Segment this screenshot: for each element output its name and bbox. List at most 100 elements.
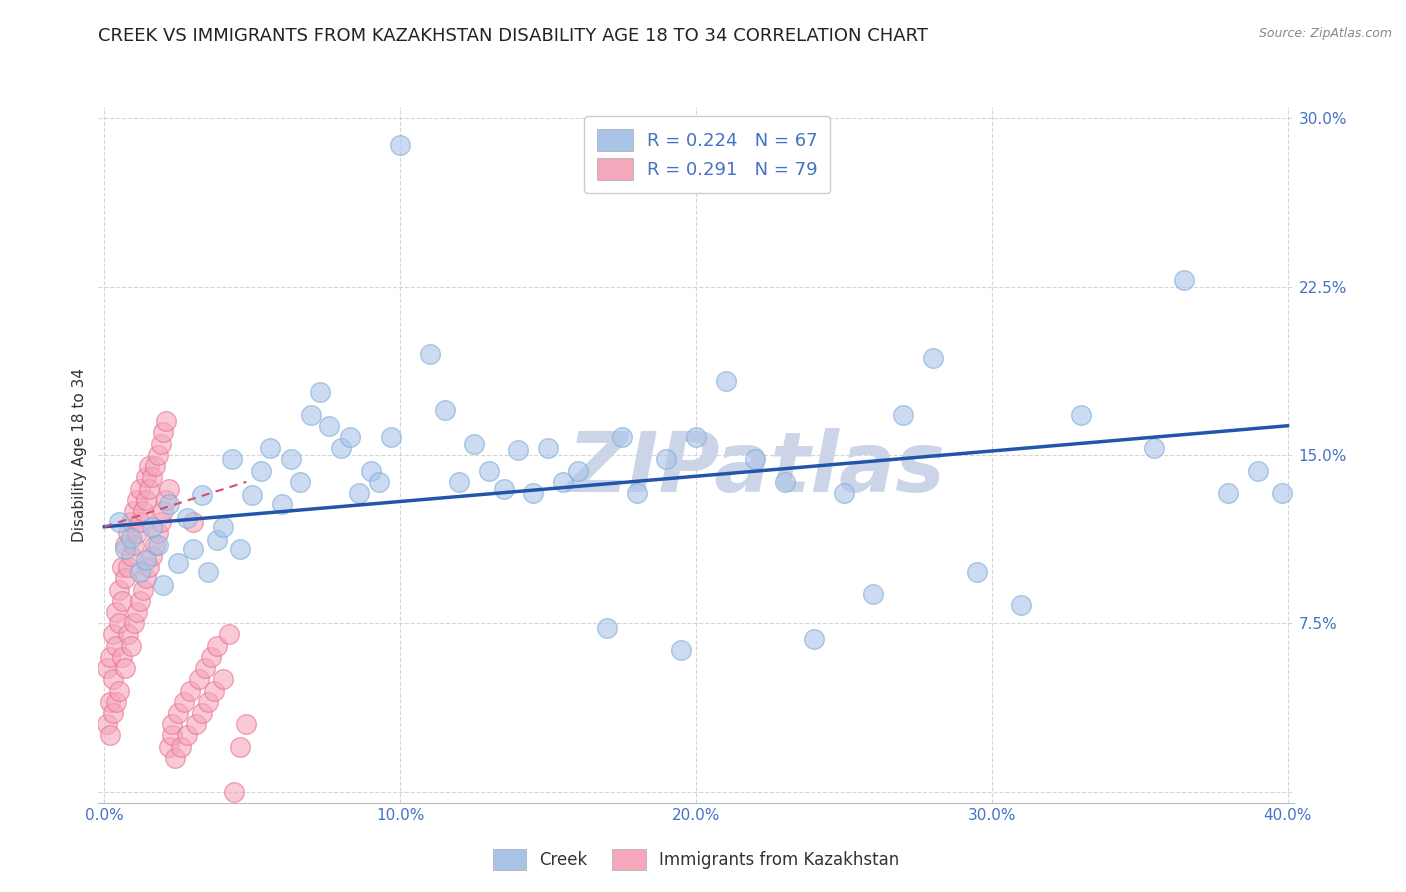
Point — [117, 627, 139, 641]
Point — [551, 475, 574, 489]
Point — [152, 578, 174, 592]
Point — [522, 486, 544, 500]
Point — [138, 482, 160, 496]
Point — [966, 565, 988, 579]
Point — [1143, 441, 1166, 455]
Point — [111, 649, 134, 664]
Point — [96, 717, 118, 731]
Point — [280, 452, 302, 467]
Point — [229, 542, 252, 557]
Point — [103, 706, 125, 720]
Point — [157, 739, 180, 754]
Point — [669, 643, 692, 657]
Point — [149, 515, 172, 529]
Point — [347, 486, 370, 500]
Point — [108, 515, 131, 529]
Point — [205, 639, 228, 653]
Point — [105, 695, 128, 709]
Point — [181, 542, 204, 557]
Point — [318, 418, 340, 433]
Point — [128, 594, 150, 608]
Point — [596, 621, 619, 635]
Point — [250, 464, 273, 478]
Point — [862, 587, 884, 601]
Point — [141, 549, 163, 563]
Point — [111, 594, 134, 608]
Point — [288, 475, 311, 489]
Point — [149, 436, 172, 450]
Point — [259, 441, 281, 455]
Point — [152, 425, 174, 440]
Point — [537, 441, 560, 455]
Point — [773, 475, 796, 489]
Point — [155, 414, 177, 428]
Point — [463, 436, 485, 450]
Point — [1070, 408, 1092, 422]
Point — [117, 526, 139, 541]
Point — [98, 695, 121, 709]
Point — [111, 560, 134, 574]
Point — [122, 616, 145, 631]
Point — [108, 683, 131, 698]
Point — [105, 605, 128, 619]
Point — [380, 430, 402, 444]
Point — [188, 673, 211, 687]
Point — [610, 430, 633, 444]
Point — [170, 739, 193, 754]
Point — [1247, 464, 1270, 478]
Point — [120, 639, 142, 653]
Point — [114, 571, 136, 585]
Point — [224, 784, 246, 798]
Point — [832, 486, 855, 500]
Point — [141, 520, 163, 534]
Point — [309, 385, 332, 400]
Point — [433, 403, 456, 417]
Point — [122, 538, 145, 552]
Point — [191, 488, 214, 502]
Point — [135, 553, 157, 567]
Point — [117, 560, 139, 574]
Point — [176, 510, 198, 524]
Point — [146, 526, 169, 541]
Point — [132, 582, 155, 597]
Point — [132, 504, 155, 518]
Point — [270, 497, 292, 511]
Point — [108, 616, 131, 631]
Point — [135, 571, 157, 585]
Y-axis label: Disability Age 18 to 34: Disability Age 18 to 34 — [72, 368, 87, 542]
Point — [103, 673, 125, 687]
Point — [146, 448, 169, 462]
Point — [197, 695, 219, 709]
Point — [419, 347, 441, 361]
Point — [197, 565, 219, 579]
Point — [179, 683, 201, 698]
Point — [143, 459, 166, 474]
Point — [143, 538, 166, 552]
Point — [368, 475, 391, 489]
Point — [714, 374, 737, 388]
Point — [167, 556, 190, 570]
Point — [191, 706, 214, 720]
Point — [744, 452, 766, 467]
Point — [125, 605, 148, 619]
Legend: Creek, Immigrants from Kazakhstan: Creek, Immigrants from Kazakhstan — [484, 841, 908, 878]
Point — [205, 533, 228, 548]
Point — [1010, 599, 1032, 613]
Point — [211, 673, 233, 687]
Point — [194, 661, 217, 675]
Point — [567, 464, 589, 478]
Point — [211, 520, 233, 534]
Point — [240, 488, 263, 502]
Point — [138, 459, 160, 474]
Point — [103, 627, 125, 641]
Point — [120, 531, 142, 545]
Point — [152, 504, 174, 518]
Point — [478, 464, 501, 478]
Point — [360, 464, 382, 478]
Point — [492, 482, 515, 496]
Point — [655, 452, 678, 467]
Point — [162, 729, 184, 743]
Point — [1271, 486, 1294, 500]
Point — [181, 515, 204, 529]
Point — [176, 729, 198, 743]
